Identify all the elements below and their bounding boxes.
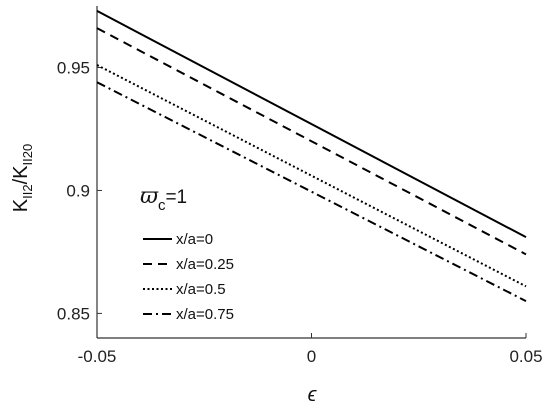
legend-title-sub: c xyxy=(158,197,166,214)
series-line-1 xyxy=(96,10,527,239)
y-axis-label: KII2/KII20 xyxy=(10,144,35,212)
series-line-4 xyxy=(96,81,527,303)
series-lines xyxy=(96,10,527,303)
legend-title-symbol: ϖ xyxy=(140,184,159,209)
legend-label: x/a=0.25 xyxy=(176,256,234,273)
x-tick-label: -0.05 xyxy=(78,347,117,366)
y-ticks: 0.85 0.9 0.95 xyxy=(57,58,102,323)
series-line-2 xyxy=(96,27,527,256)
legend-label: x/a=0.5 xyxy=(176,281,226,298)
y-tick-label: 0.9 xyxy=(66,181,90,200)
legend-title-value: =1 xyxy=(165,187,187,208)
y-label-sub2: II20 xyxy=(20,144,35,166)
x-tick-label: 0 xyxy=(307,347,316,366)
x-axis-label: ϵ xyxy=(308,384,318,406)
x-ticks: -0.05 0 0.05 xyxy=(78,333,543,366)
y-tick-label: 0.85 xyxy=(57,304,90,323)
legend-items: x/a=0 x/a=0.25 x/a=0.5 x/a=0.75 xyxy=(143,231,234,323)
y-tick-label: 0.95 xyxy=(57,58,90,77)
y-label-main: K xyxy=(10,198,32,212)
x-tick-label: 0.05 xyxy=(509,347,542,366)
y-label-mid: /K xyxy=(10,165,32,185)
legend-label: x/a=0 xyxy=(176,231,213,248)
series-line-3 xyxy=(96,64,527,288)
legend-label: x/a=0.75 xyxy=(176,306,234,323)
y-label-sub1: II2 xyxy=(20,184,35,198)
legend: ϖc=1 x/a=0 x/a=0.25 x/a=0.5 x/a=0.75 xyxy=(140,184,234,323)
legend-title: ϖc=1 xyxy=(140,184,187,214)
